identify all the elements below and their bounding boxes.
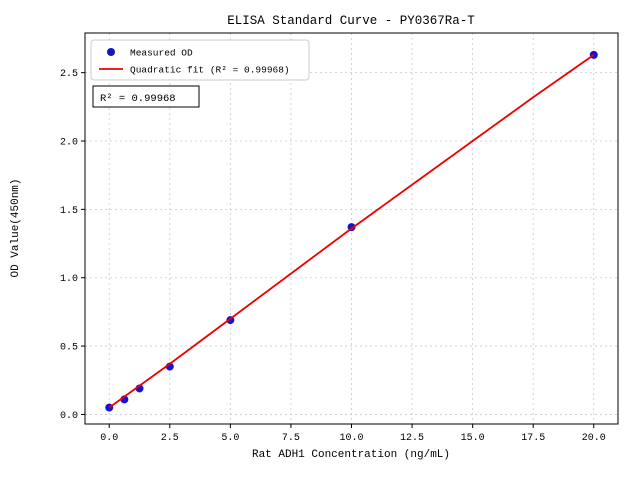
fit-line: [108, 54, 595, 409]
x-tick-label: 2.5: [161, 433, 179, 444]
y-tick-label: 2.0: [60, 138, 78, 149]
series-layer: [105, 50, 598, 412]
x-tick-label: 12.5: [400, 433, 424, 444]
legend-box: [90, 39, 310, 81]
x-tick-label: 20.0: [582, 433, 606, 444]
x-tick-label: 5.0: [221, 433, 239, 444]
annotation-box: [92, 85, 200, 108]
legend-label-quadratic-fit: Quadratic fit (R² = 0.99968): [130, 65, 290, 76]
x-tick-label: 10.0: [339, 433, 363, 444]
chart-title: ELISA Standard Curve - PY0367Ra-T: [227, 14, 475, 28]
y-tick-label: 1.5: [60, 206, 78, 217]
y-tick-label: 1.0: [60, 274, 78, 285]
plot-frame: [84, 32, 619, 425]
tick-layer: 0.0 2.5 5.0 7.5 10.0 12.5 15.0 17.5 20.0 0.0 0.5 1.…: [60, 69, 606, 444]
legend: Measured OD Quadratic fit (R² = 0.99968): [90, 39, 310, 81]
y-tick-label: 2.5: [60, 69, 78, 80]
y-axis-label: OD Value(450nm): [10, 178, 22, 277]
x-axis-label: Rat ADH1 Concentration (ng/mL): [252, 449, 450, 461]
x-tick-label: 0.0: [100, 433, 118, 444]
x-tick-label: 15.0: [461, 433, 485, 444]
x-tick-label: 17.5: [521, 433, 545, 444]
y-tick-label: 0.0: [60, 411, 78, 422]
legend-marker-measured-od: [107, 48, 115, 56]
y-tick-label: 0.5: [60, 343, 78, 354]
annotation-text: R² = 0.99968: [100, 93, 176, 105]
legend-label-measured-od: Measured OD: [130, 48, 193, 59]
r-squared-annotation: R² = 0.99968: [92, 85, 200, 108]
x-tick-label: 7.5: [282, 433, 300, 444]
